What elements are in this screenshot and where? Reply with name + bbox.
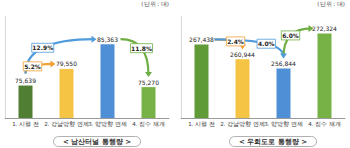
svg-text:85,363: 85,363	[97, 36, 118, 43]
svg-text:2. 강남방향 면제: 2. 강남방향 면제	[44, 121, 89, 127]
svg-text:11.8%: 11.8%	[131, 45, 152, 52]
svg-text:6.0%: 6.0%	[282, 32, 299, 39]
svg-text:256,844: 256,844	[271, 60, 296, 67]
svg-text:4. 징수 재개: 4. 징수 재개	[132, 121, 165, 127]
svg-text:75,639: 75,639	[15, 77, 36, 84]
svg-text:1. 시행 전: 1. 시행 전	[188, 121, 215, 127]
svg-text:4.0%: 4.0%	[258, 40, 275, 47]
svg-text:4. 징수 재개: 4. 징수 재개	[308, 121, 341, 127]
svg-text:5.2%: 5.2%	[24, 63, 41, 70]
svg-text:3. 양방향 면제: 3. 양방향 면제	[264, 121, 303, 127]
svg-text:(단위 : 대): (단위 : 대)	[317, 1, 345, 7]
svg-text:12.9%: 12.9%	[32, 44, 53, 51]
svg-text:3. 양방향 면제: 3. 양방향 면제	[88, 121, 127, 127]
svg-text:75,270: 75,270	[138, 79, 159, 86]
svg-text:2.4%: 2.4%	[227, 38, 244, 45]
svg-text:272,324: 272,324	[312, 25, 337, 32]
svg-text:260,944: 260,944	[230, 51, 255, 58]
svg-text:267,438: 267,438	[189, 36, 214, 43]
svg-text:(단위 : 대): (단위 : 대)	[141, 1, 169, 7]
svg-text:79,550: 79,550	[56, 60, 77, 67]
svg-text:< 남산터널 통행량 >: < 남산터널 통행량 >	[63, 138, 131, 146]
svg-text:1. 시행 전: 1. 시행 전	[12, 121, 39, 127]
svg-text:< 우회도로 통행량 >: < 우회도로 통행량 >	[239, 138, 307, 146]
svg-text:2. 강남방향 면제: 2. 강남방향 면제	[220, 121, 265, 127]
